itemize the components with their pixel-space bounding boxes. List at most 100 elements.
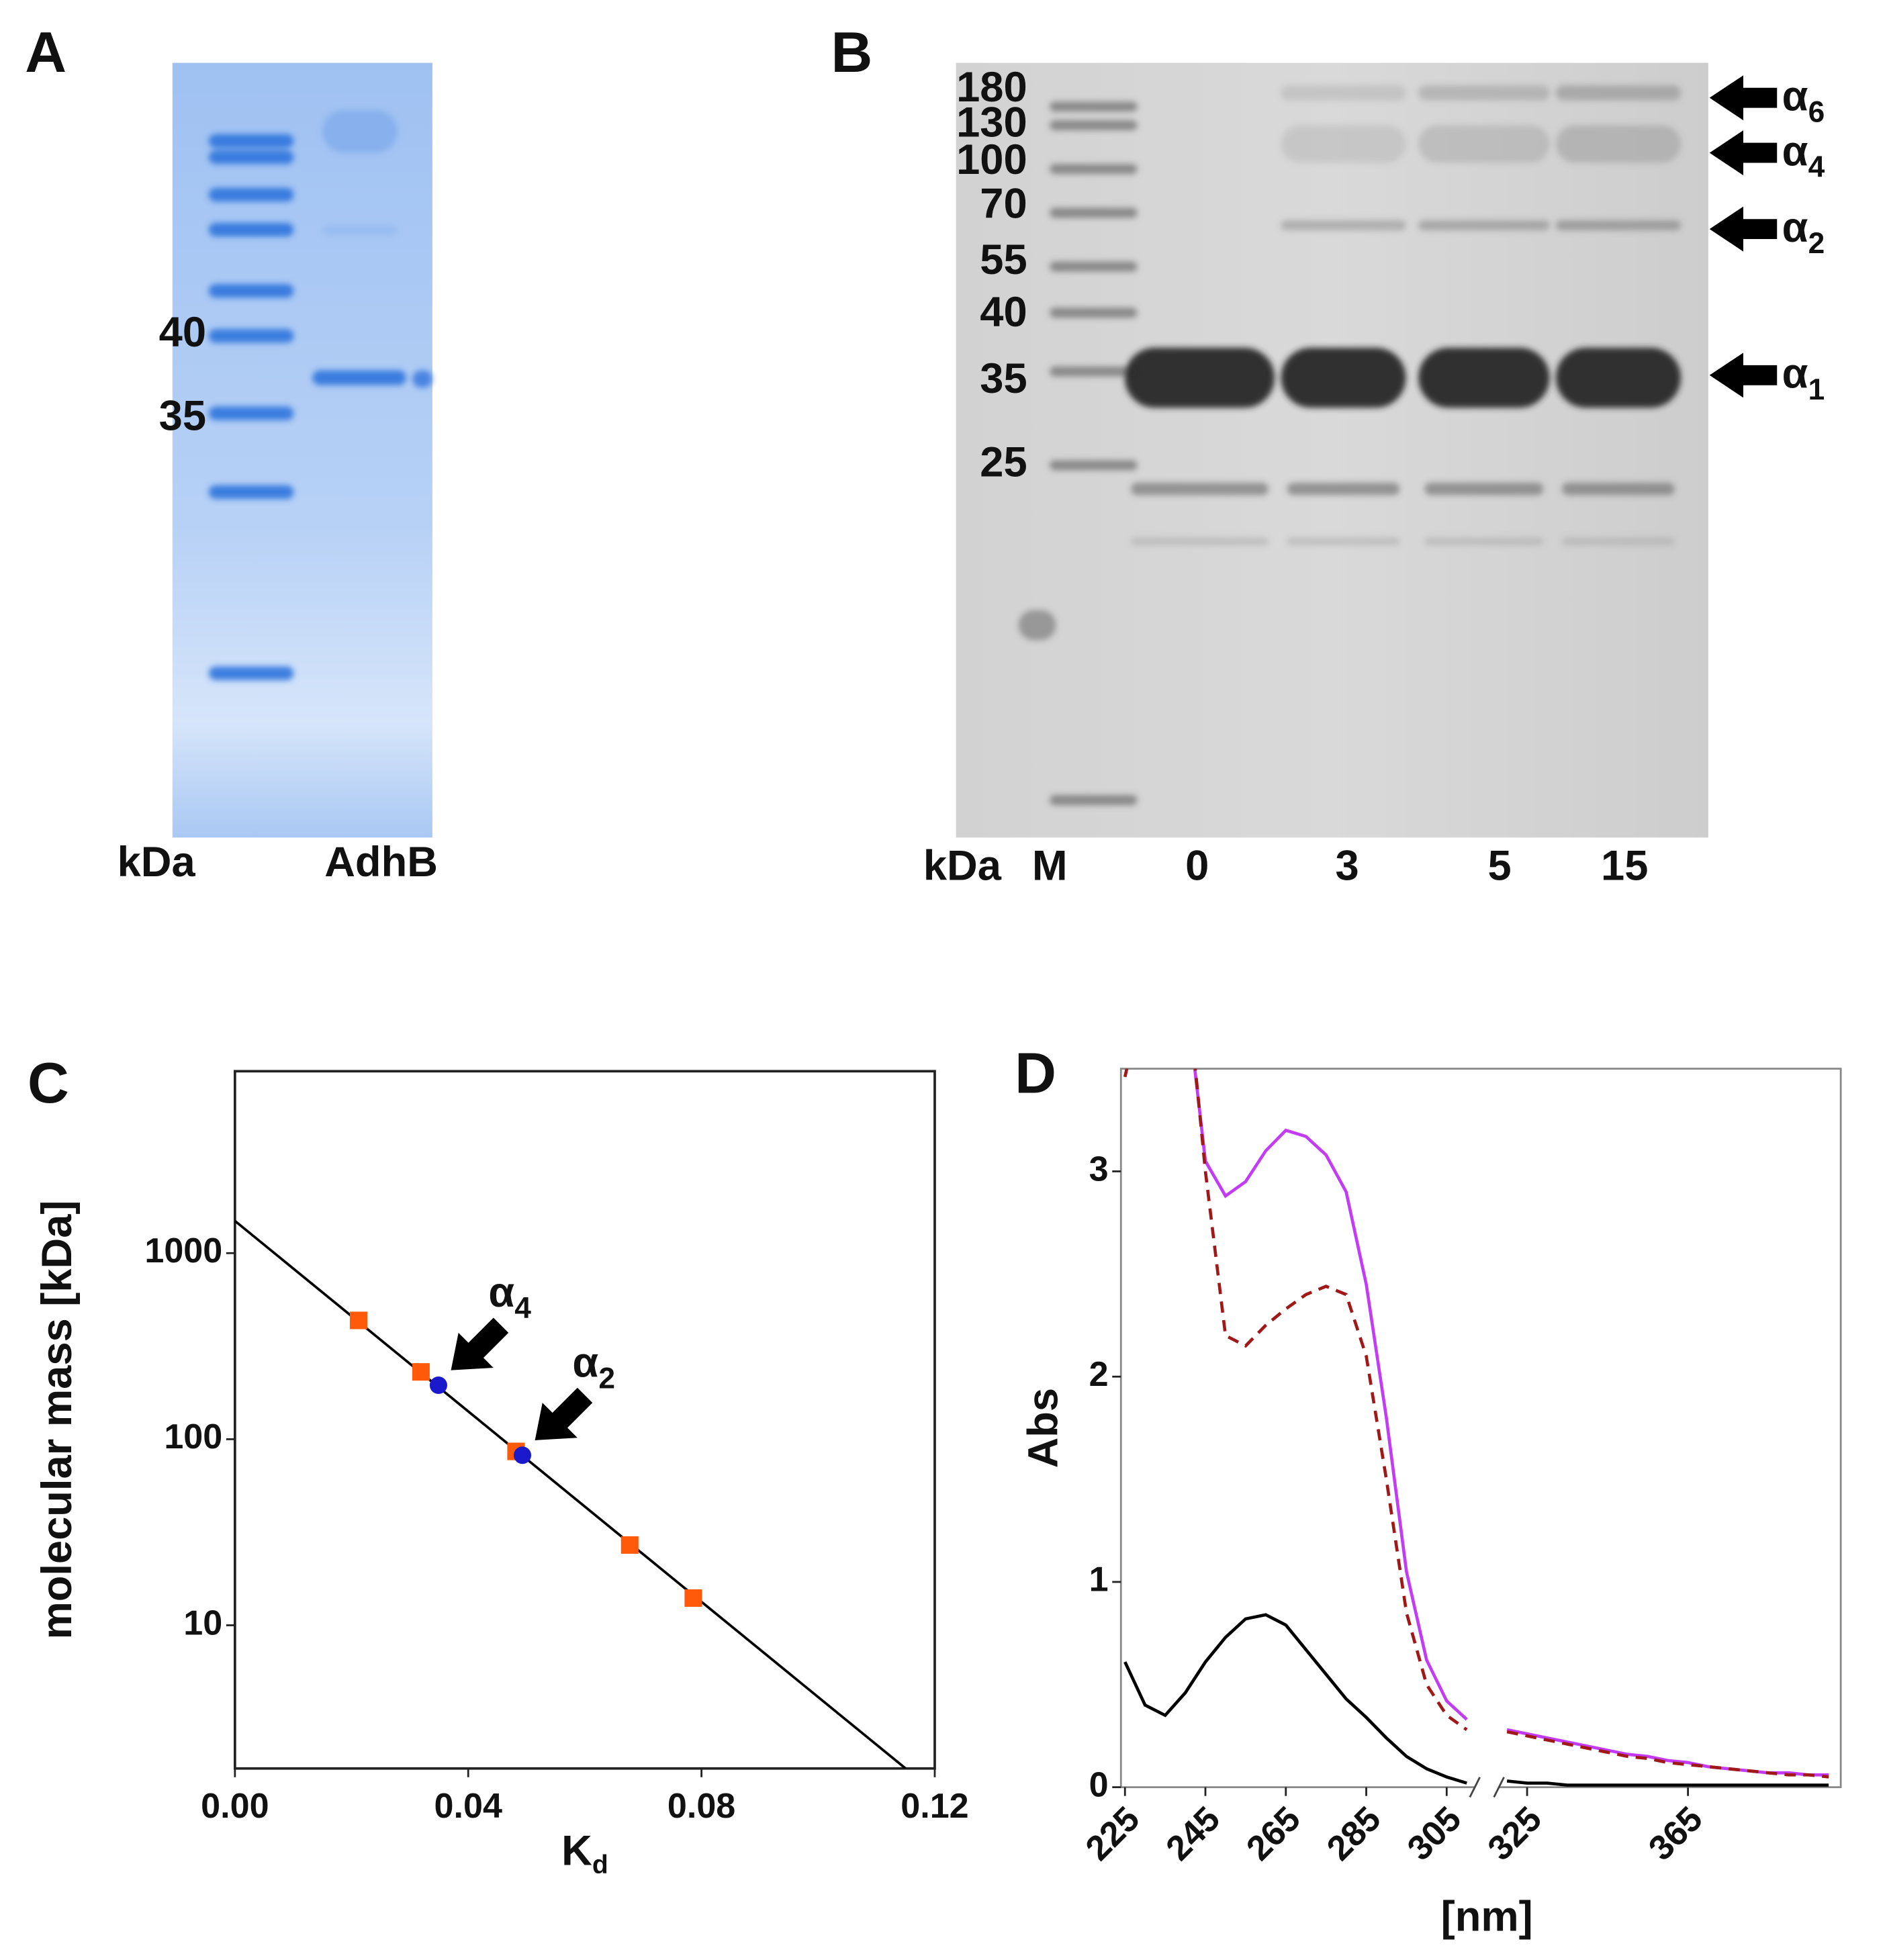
marker-label: 180 <box>956 64 1027 111</box>
band <box>1050 261 1138 272</box>
band <box>1418 347 1550 408</box>
point-label-subscript: 2 <box>598 1362 615 1395</box>
band <box>1555 85 1681 101</box>
band <box>1287 537 1400 545</box>
band <box>1418 85 1550 101</box>
x-tick-label: 0.04 <box>434 1787 502 1826</box>
panel-letter: D <box>1015 1041 1056 1105</box>
band-label: α6 <box>1782 73 1825 128</box>
band <box>1287 482 1400 496</box>
band <box>322 225 398 236</box>
gel-bands <box>208 85 1681 805</box>
band-label-subscript: 2 <box>1808 227 1825 260</box>
marker-label: 100 <box>956 136 1027 183</box>
band <box>1281 125 1406 163</box>
band <box>1131 482 1269 496</box>
band <box>1050 795 1138 805</box>
band <box>208 666 294 680</box>
arrow <box>1709 75 1778 121</box>
band-label-subscript: 6 <box>1808 95 1825 128</box>
marker-label: 35 <box>980 355 1027 402</box>
y-tick-label: 3 <box>1089 1150 1109 1188</box>
x-tick-label: 245 <box>1159 1800 1228 1868</box>
band <box>1281 85 1406 101</box>
lane-label: M <box>1032 843 1068 890</box>
band <box>1555 125 1681 163</box>
band <box>1555 220 1681 230</box>
marker-label: 130 <box>956 99 1027 146</box>
point-label-subscript: 4 <box>514 1292 531 1325</box>
x-tick-label: 0.08 <box>668 1787 735 1826</box>
band-label: α2 <box>1782 204 1825 260</box>
lane-label: 5 <box>1488 843 1512 890</box>
band-label: α1 <box>1782 350 1825 406</box>
band <box>1050 460 1138 471</box>
axis-label: kDa <box>118 839 196 886</box>
x-tick-label: 365 <box>1641 1800 1710 1868</box>
band <box>1424 482 1544 496</box>
band-label-subscript: 4 <box>1808 150 1825 183</box>
band <box>1050 120 1138 131</box>
series-line <box>1193 1068 1468 1721</box>
band <box>208 187 294 202</box>
gel-a <box>172 62 432 838</box>
band <box>1050 308 1138 318</box>
panel-letter: C <box>28 1052 69 1115</box>
point <box>412 1363 430 1381</box>
band <box>1418 220 1550 230</box>
lane-label: AdhB <box>324 839 438 886</box>
series-line <box>1123 1613 1467 1785</box>
band-label: α4 <box>1782 128 1825 183</box>
band <box>1281 220 1406 230</box>
plot-area <box>1123 1068 1829 1787</box>
x-tick-label: 225 <box>1078 1800 1147 1868</box>
series-line <box>1123 1068 1129 1078</box>
annotation-arrow <box>451 1317 509 1370</box>
band <box>208 150 294 165</box>
marker-label: 35 <box>159 393 206 440</box>
band <box>1050 164 1138 175</box>
axis-break-mark <box>1493 1777 1505 1798</box>
x-axis-label-symbol: K <box>561 1827 592 1874</box>
arrow <box>1709 130 1778 176</box>
y-tick-label: 1000 <box>144 1231 222 1270</box>
band <box>1124 347 1275 408</box>
plot-frame <box>233 1070 936 1770</box>
plot-area <box>234 1219 907 1769</box>
lane-label: 3 <box>1335 843 1359 890</box>
band <box>1018 610 1056 641</box>
point <box>620 1536 639 1554</box>
marker-label: 40 <box>980 289 1027 336</box>
gel-b <box>956 62 1708 838</box>
point <box>513 1446 532 1464</box>
series-line <box>1506 1730 1829 1779</box>
axis-label: kDa <box>923 843 1002 890</box>
plot-frame <box>1119 1068 1842 1789</box>
arrow <box>1709 353 1778 398</box>
y-axis-label: Abs <box>1019 1388 1066 1468</box>
band <box>1424 537 1544 545</box>
x-axis-label: [nm] <box>1441 1894 1533 1941</box>
x-tick-label: 325 <box>1481 1800 1549 1868</box>
band-label-symbol: α <box>1782 128 1808 175</box>
axis-break <box>1475 1782 1500 1798</box>
panel-letter: A <box>25 21 66 85</box>
marker-label: 25 <box>980 439 1027 486</box>
band <box>1562 537 1675 545</box>
band <box>1050 366 1138 377</box>
x-tick-label: 305 <box>1400 1800 1469 1868</box>
point <box>684 1589 702 1607</box>
x-tick-label: 265 <box>1239 1800 1307 1868</box>
band <box>208 134 294 148</box>
band <box>412 370 432 388</box>
band <box>208 328 294 343</box>
x-axis-label-subscript: d <box>592 1851 608 1879</box>
band <box>208 222 294 237</box>
band <box>1131 537 1269 545</box>
y-tick-label: 2 <box>1089 1355 1109 1394</box>
point-label-symbol: α <box>488 1269 514 1316</box>
band <box>322 110 398 153</box>
band-label-symbol: α <box>1782 350 1808 397</box>
